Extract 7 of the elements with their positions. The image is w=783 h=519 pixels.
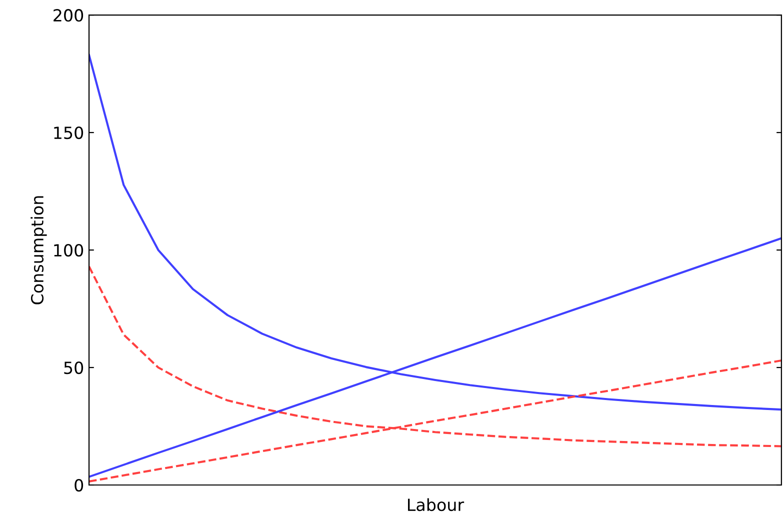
y-axis-title: Consumption: [30, 196, 47, 304]
x-axis-title: Labour: [408, 498, 464, 512]
y-tick-label: 150: [54, 126, 84, 140]
y-tick-label: 50: [64, 361, 84, 374]
y-tick-label: 0: [74, 478, 84, 492]
y-tick-label: 100: [54, 244, 84, 257]
y-tick-label: 200: [54, 9, 84, 22]
